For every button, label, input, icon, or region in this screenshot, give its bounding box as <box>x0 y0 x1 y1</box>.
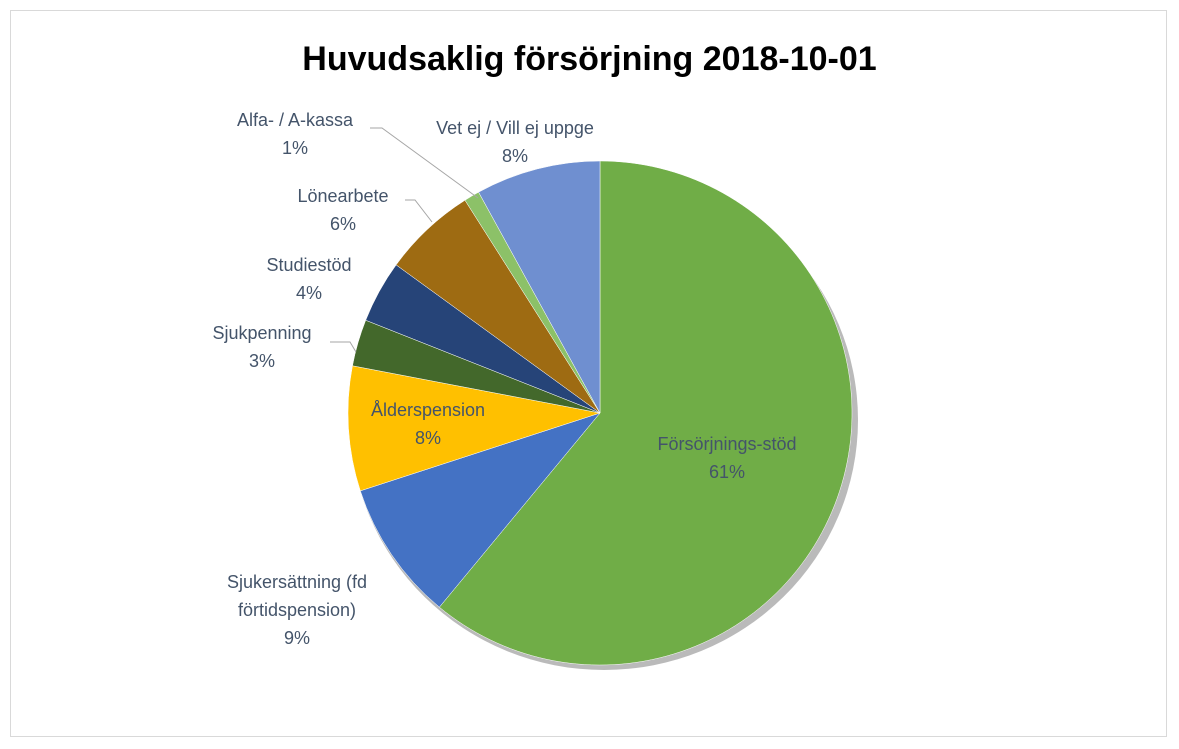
slice-label: Sjukersättning (fd förtidspension) 9% <box>207 568 387 652</box>
slice-label: Vet ej / Vill ej uppge 8% <box>436 114 594 170</box>
leader-line <box>330 341 357 353</box>
chart-title: Huvudsaklig försörjning 2018-10-01 <box>302 40 877 78</box>
pie-slice <box>347 365 601 492</box>
value-label: 6% <box>329 214 356 234</box>
value-label: 4% <box>295 283 322 303</box>
pie-slice <box>478 160 601 414</box>
category-label: Försörjnings-stöd <box>657 434 797 454</box>
category-label: Studiestöd <box>266 255 352 275</box>
value-label: 8% <box>414 428 442 448</box>
slice-label: Sjukpenning 3% <box>212 319 311 375</box>
pie-slice <box>360 412 601 608</box>
chart-frame <box>10 10 1167 737</box>
category-label: Lönearbete <box>297 186 389 206</box>
slice-label: Försörjnings-stöd 61% <box>657 430 796 486</box>
pie-slice <box>439 160 853 666</box>
slice-label: Alfa- / A-kassa 1% <box>237 106 353 162</box>
value-label: 9% <box>283 628 310 648</box>
leader-line <box>370 127 479 199</box>
leader-line <box>405 199 433 223</box>
category-label: Sjukpenning <box>212 323 312 343</box>
slice-label: Lönearbete 6% <box>297 182 388 238</box>
category-label: Sjukersättning (fd förtidspension) <box>226 572 368 620</box>
value-label: 8% <box>501 146 528 166</box>
value-label: 61% <box>708 462 746 482</box>
slice-label: Studiestöd 4% <box>266 251 351 307</box>
value-label: 1% <box>281 138 309 158</box>
value-label: 3% <box>248 351 275 371</box>
leader-lines <box>330 127 479 353</box>
category-label: Ålderspension <box>370 400 486 420</box>
category-label: Vet ej / Vill ej uppge <box>436 118 594 138</box>
category-label: Alfa- / A-kassa <box>236 110 354 130</box>
slice-label: Ålderspension 8% <box>371 396 485 452</box>
